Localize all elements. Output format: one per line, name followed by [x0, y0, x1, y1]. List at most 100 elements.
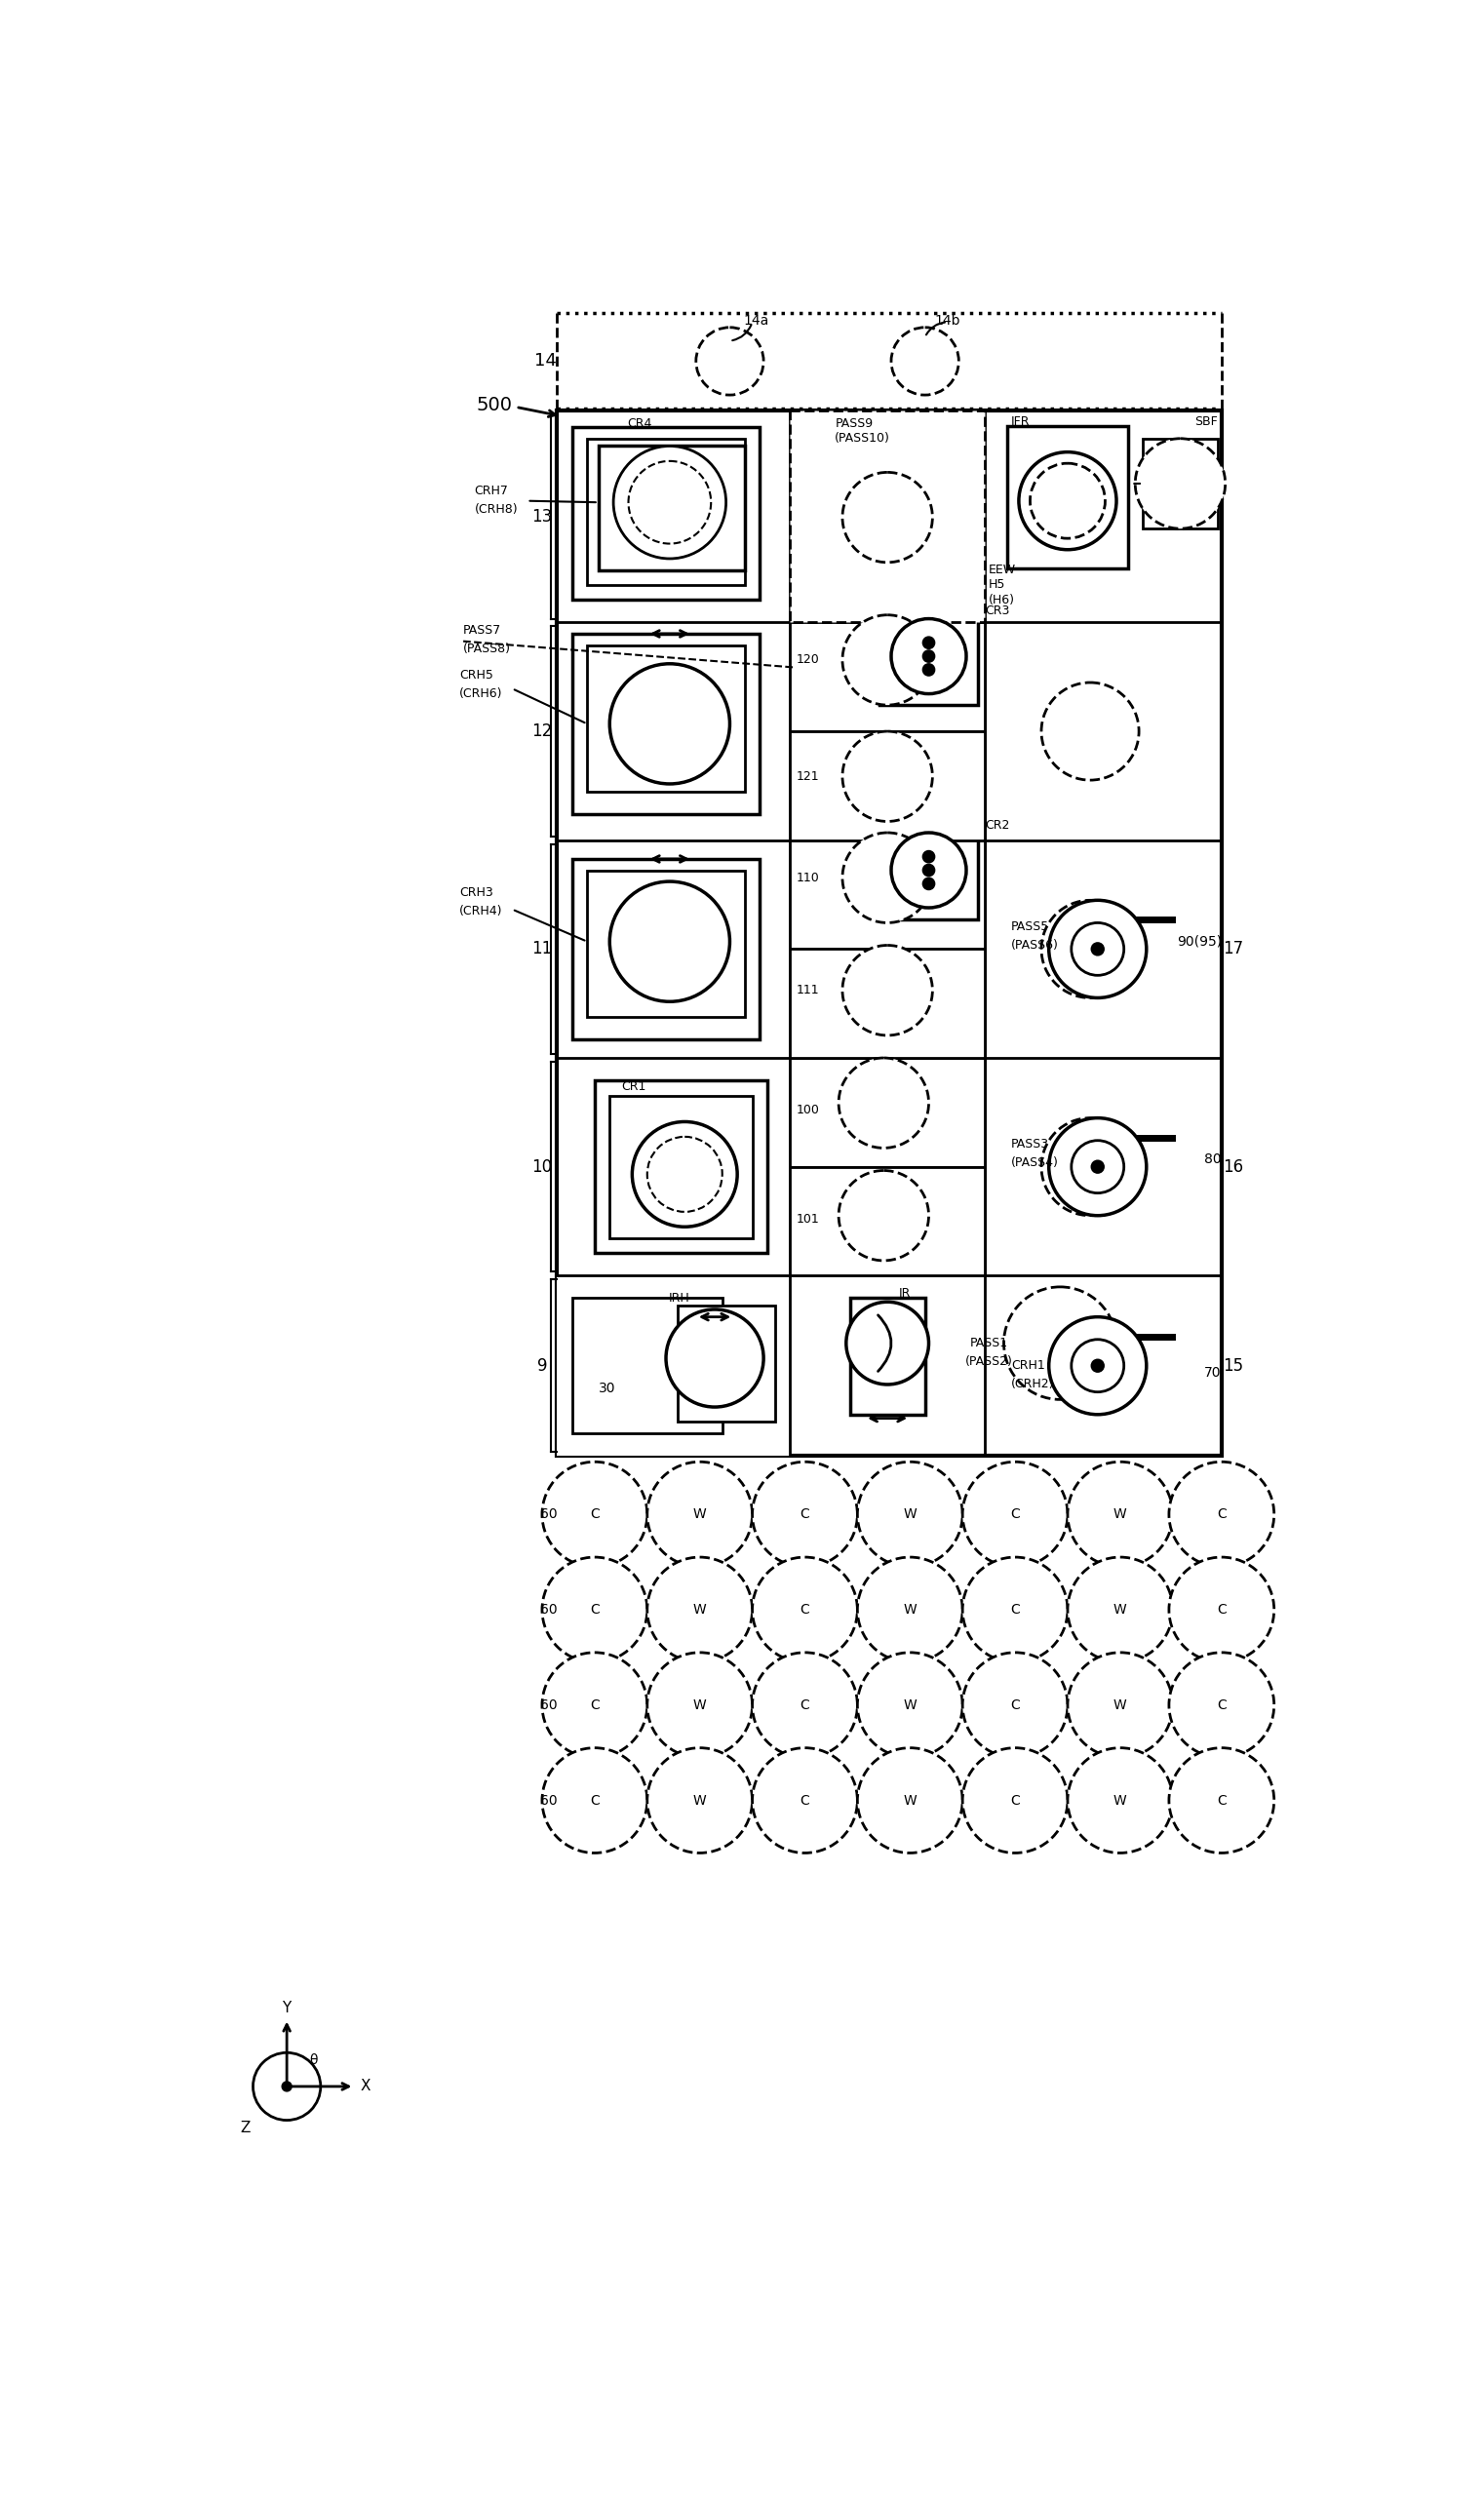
Circle shape [610, 881, 730, 1001]
Bar [588, 644, 745, 792]
Circle shape [858, 1558, 963, 1663]
Text: C: C [589, 1603, 600, 1616]
Bar [573, 634, 760, 814]
Bar [677, 1306, 775, 1421]
Circle shape [892, 832, 966, 909]
Circle shape [843, 614, 932, 704]
Circle shape [963, 1748, 1067, 1853]
Bar [588, 439, 745, 584]
Circle shape [1092, 1161, 1104, 1174]
Text: 12: 12 [531, 722, 552, 739]
Circle shape [696, 327, 764, 395]
Bar [588, 871, 745, 1016]
Circle shape [542, 1558, 647, 1663]
Text: X: X [361, 2080, 371, 2095]
Circle shape [1169, 1558, 1275, 1663]
Bar [789, 410, 985, 622]
Text: (CRH8): (CRH8) [475, 504, 518, 517]
Circle shape [923, 851, 935, 861]
Circle shape [1135, 439, 1226, 529]
Bar [789, 949, 985, 1059]
Text: CR2: CR2 [985, 819, 1009, 832]
Text: (PASS10): (PASS10) [835, 432, 890, 444]
Text: IR: IR [899, 1286, 911, 1298]
Text: 101: 101 [795, 1214, 819, 1226]
Text: W: W [904, 1793, 917, 1808]
Circle shape [1071, 924, 1123, 976]
Text: 70: 70 [1205, 1366, 1221, 1381]
Text: W: W [1113, 1698, 1126, 1713]
Bar [789, 1166, 985, 1276]
Text: W: W [693, 1793, 706, 1808]
Text: 121: 121 [795, 769, 819, 782]
Circle shape [613, 447, 726, 559]
Text: C: C [1011, 1508, 1020, 1521]
Circle shape [1067, 1653, 1172, 1758]
Text: (CRH2): (CRH2) [1011, 1378, 1055, 1391]
Bar [610, 1096, 752, 1239]
Text: 30: 30 [598, 1381, 616, 1396]
Text: 60: 60 [540, 1698, 556, 1713]
Text: CR3: CR3 [985, 604, 1009, 617]
Text: W: W [904, 1508, 917, 1521]
Circle shape [1003, 1286, 1116, 1398]
Circle shape [647, 1653, 752, 1758]
Text: W: W [693, 1508, 706, 1521]
Circle shape [838, 1059, 929, 1149]
Text: C: C [800, 1793, 810, 1808]
Text: EEW: EEW [988, 564, 1017, 577]
Text: H5: H5 [988, 579, 1006, 592]
Text: PASS9: PASS9 [835, 417, 873, 429]
Text: PASS7: PASS7 [463, 624, 502, 637]
Text: 90(95): 90(95) [1177, 934, 1221, 949]
Text: C: C [1217, 1508, 1226, 1521]
Circle shape [1071, 1141, 1123, 1194]
Bar [556, 410, 1221, 1456]
Circle shape [666, 1308, 764, 1406]
Circle shape [1169, 1461, 1275, 1568]
Text: 60: 60 [540, 1508, 556, 1521]
Text: C: C [800, 1508, 810, 1521]
Circle shape [752, 1558, 858, 1663]
Circle shape [923, 649, 935, 662]
Bar [573, 427, 760, 599]
Text: C: C [589, 1508, 600, 1521]
Text: 15: 15 [1223, 1356, 1244, 1373]
Text: C: C [589, 1793, 600, 1808]
Text: 500: 500 [476, 395, 512, 415]
Text: 11: 11 [531, 941, 552, 959]
Text: 60: 60 [540, 1793, 556, 1808]
Circle shape [1169, 1748, 1275, 1853]
Bar [789, 622, 985, 732]
Circle shape [843, 472, 932, 562]
Circle shape [1020, 452, 1116, 549]
Circle shape [846, 1301, 929, 1383]
Text: (PASS6): (PASS6) [1011, 939, 1060, 951]
Text: CRH3: CRH3 [460, 886, 493, 899]
Bar [1143, 439, 1218, 529]
Text: W: W [1113, 1508, 1126, 1521]
Text: PASS3: PASS3 [1011, 1139, 1049, 1151]
Text: (H6): (H6) [988, 594, 1015, 607]
Circle shape [610, 664, 730, 784]
Circle shape [843, 832, 932, 924]
Circle shape [1067, 1461, 1172, 1568]
Circle shape [628, 462, 711, 544]
Circle shape [892, 327, 959, 395]
Circle shape [1092, 944, 1104, 954]
Circle shape [923, 664, 935, 677]
Text: C: C [800, 1698, 810, 1713]
Text: C: C [1011, 1603, 1020, 1616]
Circle shape [282, 2082, 291, 2090]
Text: PASS5: PASS5 [1011, 921, 1049, 934]
Text: 10: 10 [531, 1159, 552, 1176]
Circle shape [838, 1171, 929, 1261]
Circle shape [1049, 1119, 1147, 1216]
Text: IRH: IRH [668, 1291, 690, 1303]
Text: W: W [904, 1698, 917, 1713]
Bar [789, 1059, 985, 1166]
Circle shape [254, 2053, 321, 2120]
Circle shape [1042, 682, 1138, 779]
Text: SBF: SBF [1195, 415, 1218, 427]
Text: C: C [800, 1603, 810, 1616]
